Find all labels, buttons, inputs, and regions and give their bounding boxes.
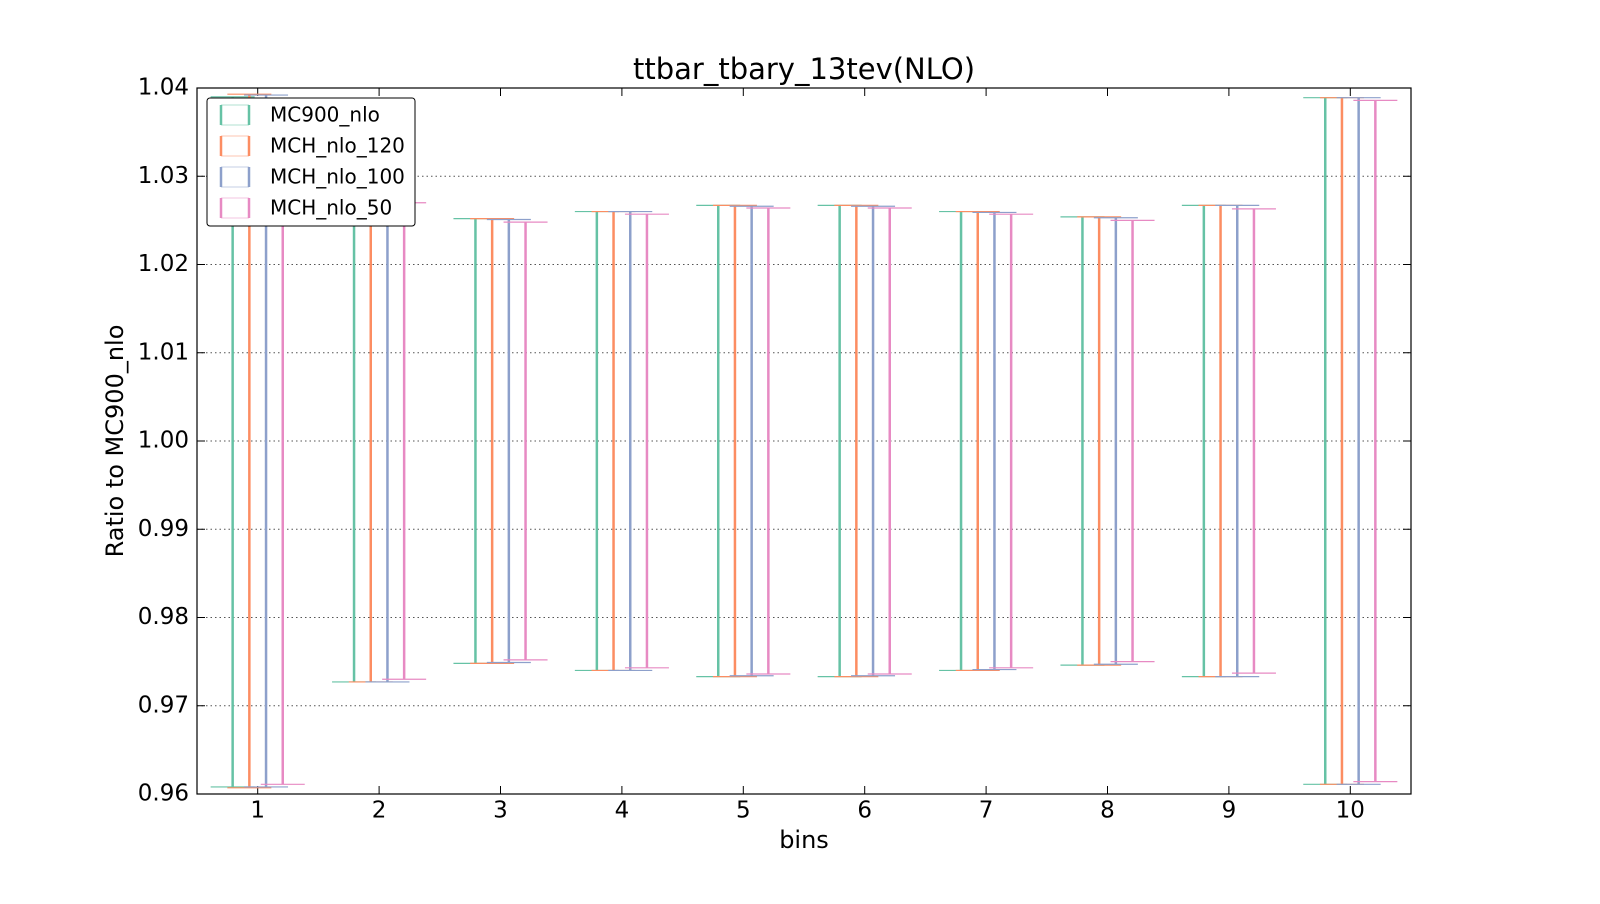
x-tick-label: 8 (1100, 798, 1115, 824)
legend-label: MCH_nlo_100 (270, 165, 405, 189)
x-tick-label: 4 (615, 798, 630, 824)
y-axis-label: Ratio to MC900_nlo (101, 325, 129, 558)
x-axis-label: bins (779, 826, 829, 854)
x-tick-label: 5 (736, 798, 751, 824)
x-tick-label: 2 (372, 798, 387, 824)
y-tick-label: 0.99 (138, 516, 189, 542)
x-tick-label: 1 (250, 798, 265, 824)
legend-box (206, 97, 416, 227)
y-tick-label: 0.96 (138, 781, 189, 807)
y-tick-label: 1.04 (138, 75, 189, 101)
y-tick-label: 1.02 (138, 251, 189, 277)
y-tick-label: 1.01 (138, 339, 189, 365)
x-tick-label: 7 (979, 798, 994, 824)
legend-label: MCH_nlo_50 (270, 196, 392, 220)
x-tick-label: 10 (1336, 798, 1365, 824)
y-tick-label: 1.00 (138, 428, 189, 454)
plot-frame (196, 87, 1412, 795)
legend-label: MC900_nlo (270, 103, 380, 127)
x-tick-label: 9 (1222, 798, 1237, 824)
x-tick-label: 6 (857, 798, 872, 824)
chart-title: ttbar_tbary_13tev(NLO) (633, 52, 975, 86)
y-tick-label: 0.98 (138, 604, 189, 630)
x-tick-label: 3 (493, 798, 508, 824)
legend-label: MCH_nlo_120 (270, 134, 405, 158)
y-tick-label: 1.03 (138, 163, 189, 189)
y-tick-label: 0.97 (138, 692, 189, 718)
